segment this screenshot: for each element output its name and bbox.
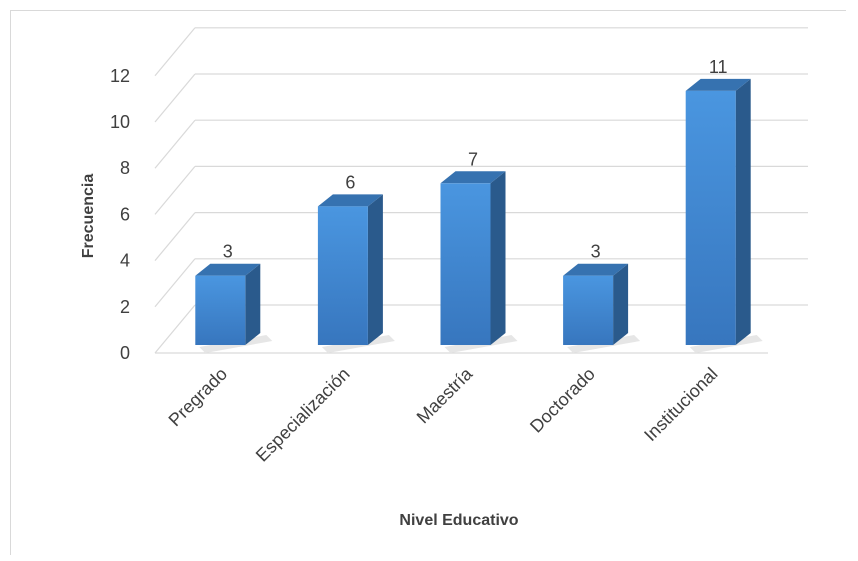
gridline-side: [154, 304, 196, 354]
bar: [317, 194, 395, 353]
bar-side: [367, 194, 383, 345]
y-axis-title: Frecuencia: [80, 174, 97, 259]
bar: [440, 171, 518, 353]
y-tick-label: 10: [110, 112, 130, 132]
bar-side: [735, 78, 751, 346]
y-tick-label: 2: [120, 297, 130, 317]
x-tick-label: Maestría: [413, 363, 477, 427]
data-label: 7: [468, 149, 478, 169]
y-tick-label: 8: [120, 158, 130, 178]
y-tick-label: 6: [120, 204, 130, 224]
gridline-side: [154, 27, 196, 77]
bar-front: [440, 183, 491, 345]
chart-frame: [10, 10, 846, 555]
gridline-side: [154, 212, 196, 261]
bar: [563, 263, 641, 353]
y-tick-label: 0: [120, 343, 130, 363]
x-axis-ticks: Pregrado Especialización Maestría Doctor…: [165, 363, 722, 466]
x-tick-label: Doctorado: [526, 364, 599, 437]
data-label: 6: [345, 172, 355, 192]
bar-side: [245, 263, 261, 345]
y-tick-label: 4: [120, 251, 130, 271]
bar-top: [685, 78, 751, 91]
gridline-side: [154, 119, 196, 169]
y-axis-ticks: 0 2 4 6 8 10 12: [110, 66, 130, 363]
bar-front: [685, 90, 736, 346]
y-tick-label: 12: [110, 66, 130, 86]
bar-side: [613, 263, 629, 345]
bar-top: [440, 171, 506, 184]
x-tick-label: Pregrado: [165, 364, 232, 431]
bar-top: [317, 194, 383, 207]
bar-front: [317, 206, 368, 345]
bars: [195, 78, 763, 353]
data-label: 11: [709, 57, 728, 77]
x-axis-title: Nivel Educativo: [399, 512, 518, 529]
gridline-side: [154, 166, 196, 215]
gridline-side: [154, 73, 196, 123]
gridline-side: [154, 258, 196, 308]
bar-front: [195, 275, 246, 345]
bar-top: [563, 263, 629, 276]
x-tick-label: Especialización: [252, 364, 354, 466]
x-tick-label: Institucional: [640, 364, 721, 445]
bar-top: [195, 263, 261, 276]
bar: [685, 78, 763, 353]
data-label: 3: [223, 242, 233, 262]
bar-front: [563, 275, 614, 345]
data-label: 3: [591, 242, 601, 262]
bar: [195, 263, 273, 353]
data-labels: 3 6 7 3 11: [223, 57, 728, 262]
bar-side: [490, 171, 506, 345]
